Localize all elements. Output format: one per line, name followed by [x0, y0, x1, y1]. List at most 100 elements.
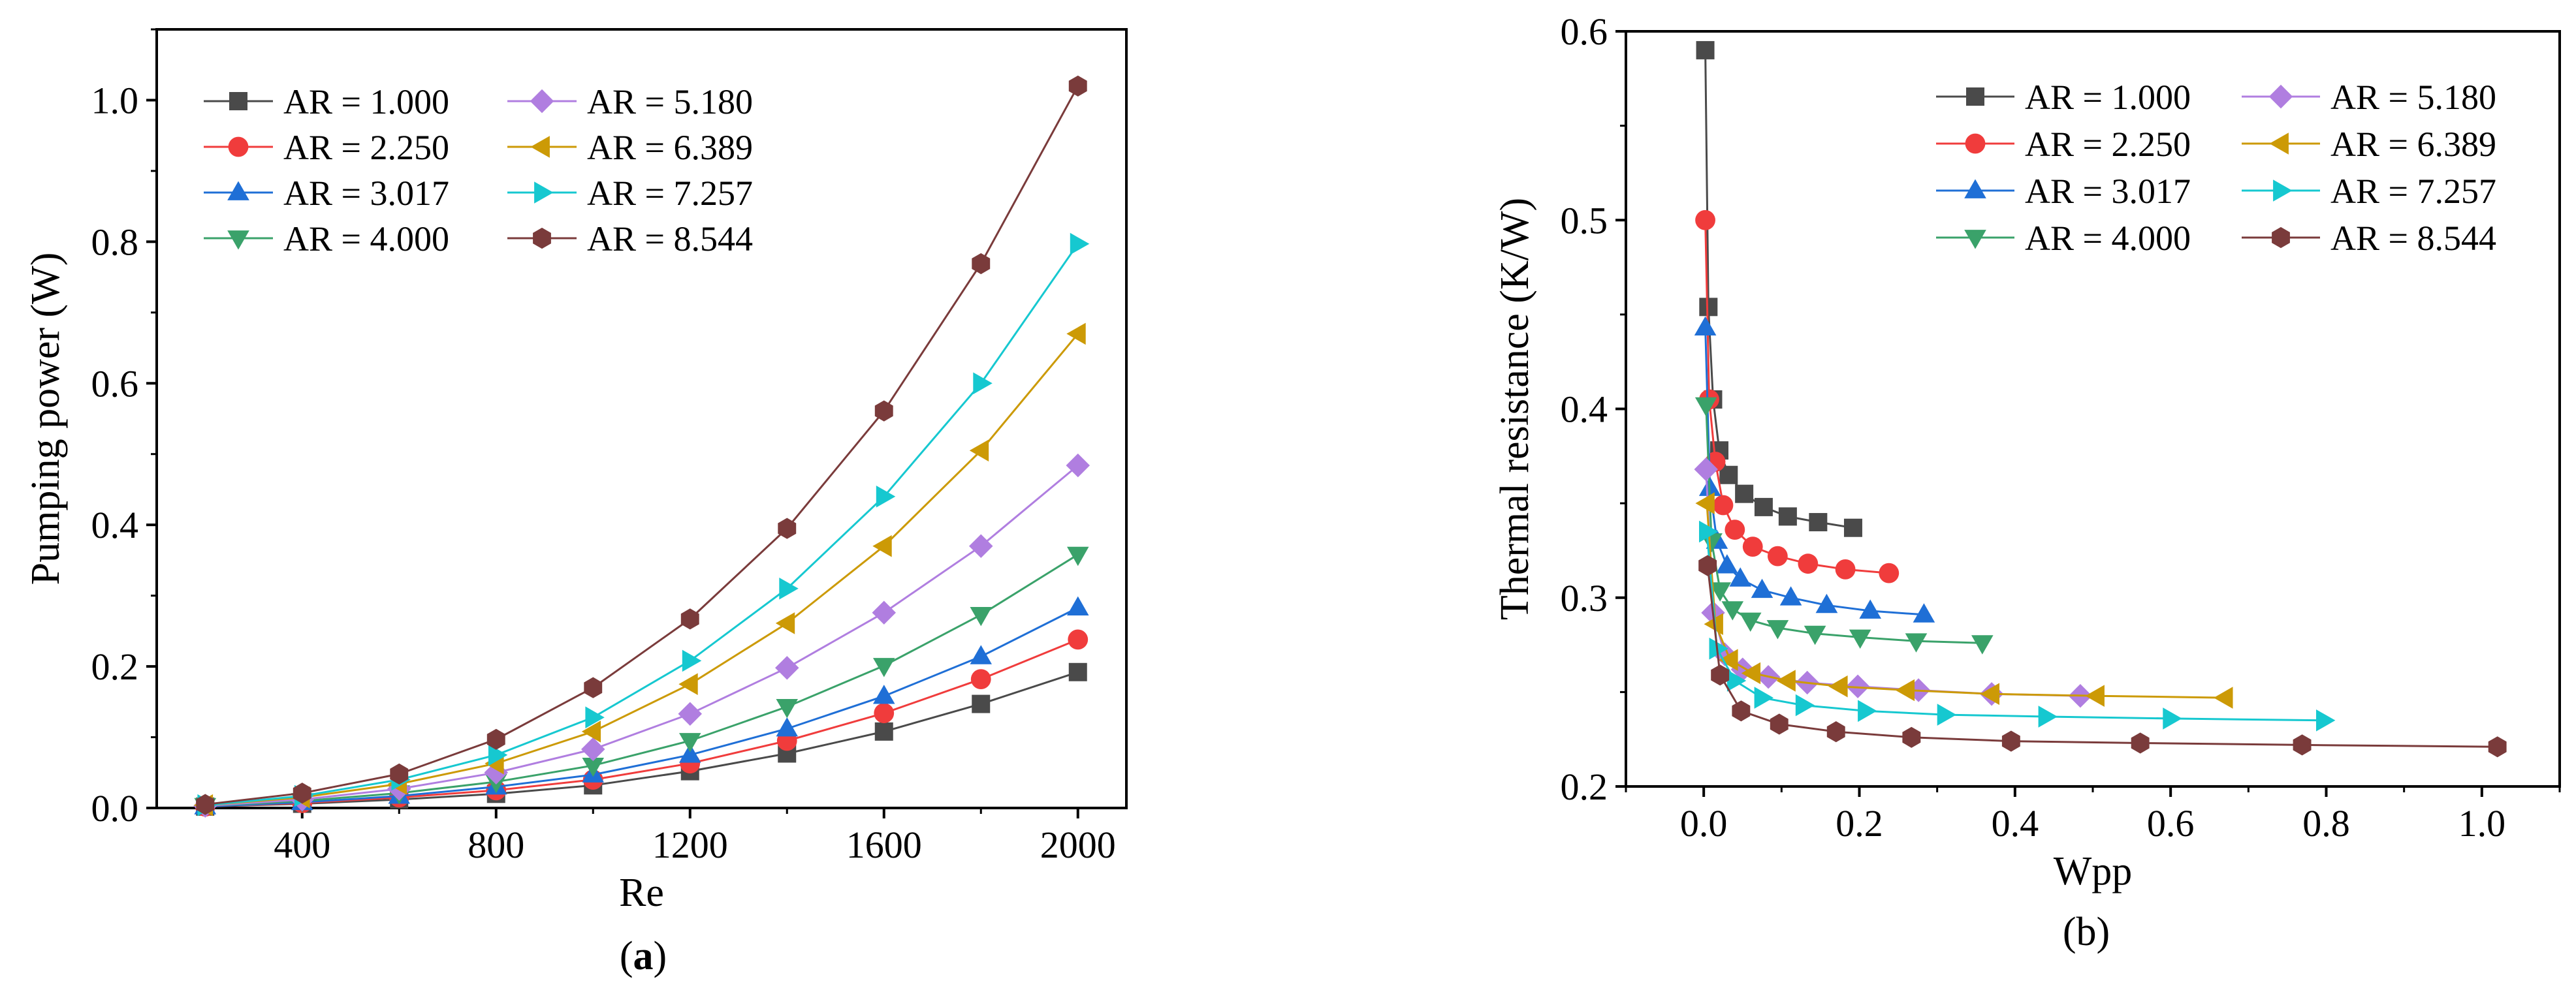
panel-a-caption: (a) [620, 934, 667, 978]
panel-a-data-point-series-6 [1066, 322, 1086, 345]
panel-a-legend-label: AR = 1.000 [283, 82, 449, 121]
panel-a-data-point-series-8 [1068, 75, 1087, 97]
panel-a-data-point-series-6 [678, 673, 698, 695]
panel-b-series-line-8 [1706, 565, 2498, 748]
panel-a-data-point-series-6 [581, 721, 601, 743]
panel-a-data-point-series-3 [873, 685, 895, 704]
panel-a-series-line-8 [205, 85, 1079, 806]
panel-a-data-point-series-1 [972, 694, 991, 713]
panel-b-data-point-series-4 [1905, 633, 1928, 653]
panel-b-data-point-series-2 [1879, 563, 1900, 583]
panel-b-legend-marker [2273, 179, 2293, 202]
panel-b-data-point-series-7 [2038, 706, 2058, 728]
panel-a-data-point-series-4 [873, 658, 895, 677]
panel-a-legend-label: AR = 7.257 [587, 174, 753, 213]
panel-a-data-point-series-8 [486, 728, 505, 750]
panel-a-y-tick-label: 0.8 [91, 221, 139, 263]
panel-b-data-point-series-7 [1795, 694, 1815, 717]
panel-b-data-point-series-1 [1699, 298, 1718, 317]
panel-b-data-point-series-8 [1732, 700, 1751, 722]
panel-b-legend-label: AR = 5.180 [2330, 78, 2496, 117]
panel-b-data-point-series-5 [1694, 457, 1718, 482]
panel-a-data-point-series-4 [582, 758, 604, 777]
panel-b-data-point-series-6 [2085, 685, 2105, 707]
panel-b-data-point-series-1 [1809, 513, 1828, 532]
panel-b-x-tick-label: 0.0 [1680, 802, 1728, 845]
panel-b-legend-label: AR = 8.544 [2330, 219, 2496, 258]
panel-b-data-point-series-3 [1859, 599, 1881, 619]
panel-a-data-point-series-8 [778, 518, 797, 539]
panel-b-data-point-series-7 [1709, 638, 1728, 660]
panel-a-data-point-series-7 [1070, 232, 1090, 255]
panel-a-data-point-series-6 [872, 535, 892, 557]
panel-b-data-point-series-4 [1766, 620, 1789, 640]
panel-b-data-point-series-6 [2214, 687, 2233, 709]
panel-b-x-tick-label: 0.2 [1836, 802, 1883, 845]
panel-b-legend-label: AR = 1.000 [2025, 78, 2191, 117]
panel-a-data-point-series-5 [872, 600, 896, 625]
panel-a-series-line-2 [205, 638, 1079, 808]
panel-a-legend-label: AR = 3.017 [283, 174, 449, 213]
panel-a-data-point-series-1 [874, 722, 893, 741]
panel-b-x-tick-label: 0.8 [2302, 802, 2350, 845]
panel-a-data-point-series-7 [682, 649, 702, 672]
panel-b-data-point-series-2 [1798, 553, 1819, 574]
panel-b-data-point-series-2 [1742, 536, 1763, 557]
panel-b-data-point-series-2 [1835, 559, 1856, 580]
panel-a-data-point-series-7 [488, 743, 508, 766]
panel-a-data-point-series-8 [293, 783, 311, 804]
panel-b-legend-marker [1966, 87, 1984, 106]
panel-a-y-tick-label: 0.4 [91, 504, 139, 546]
panel-a-data-point-series-2 [874, 703, 895, 724]
panel-a-data-point-series-4 [970, 607, 992, 627]
panel-b-data-point-series-4 [1849, 629, 1871, 649]
panel-b-legend-marker [2272, 226, 2290, 249]
panel-b-data-point-series-6 [1776, 670, 1796, 692]
panel-b-x-axis-title: Wpp [2054, 849, 2133, 893]
panel-b-data-point-series-8 [2131, 732, 2150, 754]
panel-b-data-point-series-4 [1694, 397, 1717, 417]
panel-b-y-tick-label: 0.5 [1561, 199, 1608, 241]
panel-b-data-point-series-3 [1815, 593, 1838, 613]
panel-a-data-point-series-7 [973, 372, 993, 395]
panel-a-data-point-series-8 [680, 608, 699, 630]
panel-a-series-line-5 [205, 464, 1079, 807]
panel-b-data-point-series-3 [1751, 578, 1773, 598]
panel-a-series-line-4 [205, 553, 1079, 807]
panel-b-x-tick-label: 0.4 [1992, 802, 2039, 845]
panel-b-data-point-series-1 [1696, 40, 1715, 59]
panel-b-legend-marker [2268, 84, 2293, 109]
panel-b-data-point-series-7 [2163, 707, 2182, 730]
panel-b-data-point-series-8 [2488, 736, 2507, 758]
panel-a-data-point-series-6 [969, 439, 989, 462]
panel-b-data-point-series-4 [1709, 582, 1731, 602]
panel-a-data-point-series-8 [390, 763, 409, 784]
panel-a-y-tick-label: 0.6 [91, 362, 139, 405]
panel-b-data-point-series-2 [1767, 546, 1788, 567]
panel-b-data-point-series-7 [1754, 687, 1773, 709]
panel-b-data-point-series-2 [1725, 520, 1745, 540]
panel-a-data-point-series-7 [779, 578, 799, 600]
panel-a-y-axis-title: Pumping power (W) [24, 253, 68, 585]
panel-b-y-tick-label: 0.6 [1561, 10, 1608, 53]
panel-b-y-tick-label: 0.4 [1561, 388, 1608, 431]
panel-b-series-line-1 [1704, 50, 1854, 529]
panel-a-legend-marker [228, 136, 249, 157]
panel-a-data-point-series-8 [196, 794, 215, 815]
panel-a-data-point-series-3 [970, 645, 992, 664]
panel-b-data-point-series-7 [1937, 704, 1957, 726]
panel-b-data-point-series-2 [1695, 210, 1715, 230]
panel-a-legend-marker [229, 92, 247, 110]
panel-b-data-point-series-6 [1741, 662, 1761, 685]
panel-b-legend-marker [1965, 133, 1986, 154]
panel-a-data-point-series-4 [679, 733, 701, 753]
panel-a-legend-label: AR = 6.389 [587, 128, 753, 167]
panel-a-data-point-series-3 [679, 743, 701, 763]
panel-b-y-tick-label: 0.2 [1561, 766, 1608, 808]
panel-b-data-point-series-8 [1770, 713, 1789, 735]
panel-a-legend-label: AR = 8.544 [587, 219, 753, 258]
panel-b-data-point-series-1 [1843, 518, 1862, 537]
panel-a-data-point-series-5 [775, 656, 799, 680]
